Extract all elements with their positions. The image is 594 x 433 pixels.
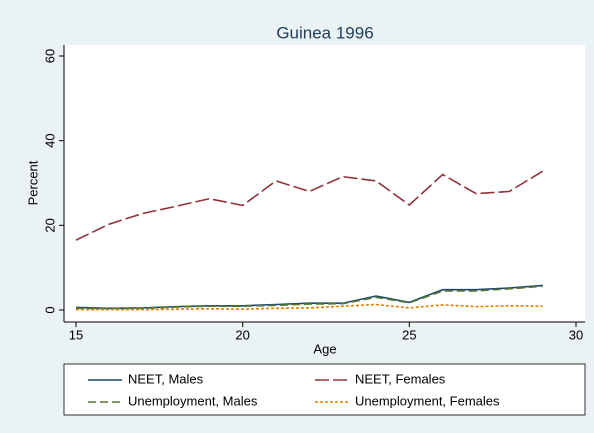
series-line: [75, 285, 543, 310]
legend-label: Unemployment, Females: [355, 393, 500, 408]
y-tick-label: 40: [42, 133, 57, 147]
y-tick-label: 60: [42, 49, 57, 63]
series-line: [76, 303, 543, 311]
y-tick-label: 0: [42, 306, 57, 313]
y-tick-label: 20: [42, 218, 57, 232]
plot-area: [64, 45, 585, 322]
x-axis-label: Age: [313, 341, 336, 356]
x-tick-label: 25: [402, 327, 416, 342]
x-tick-label: 30: [569, 327, 583, 342]
legend-label: Unemployment, Males: [128, 393, 258, 408]
legend-label: NEET, Males: [128, 371, 204, 386]
x-tick-label: 20: [235, 327, 249, 342]
series-line: [75, 170, 544, 241]
x-tick-label: 15: [69, 327, 83, 342]
chart-title: Guinea 1996: [276, 23, 373, 42]
y-axis-label: Percent: [25, 160, 40, 205]
legend: [63, 363, 586, 416]
legend-label: NEET, Females: [355, 371, 446, 386]
